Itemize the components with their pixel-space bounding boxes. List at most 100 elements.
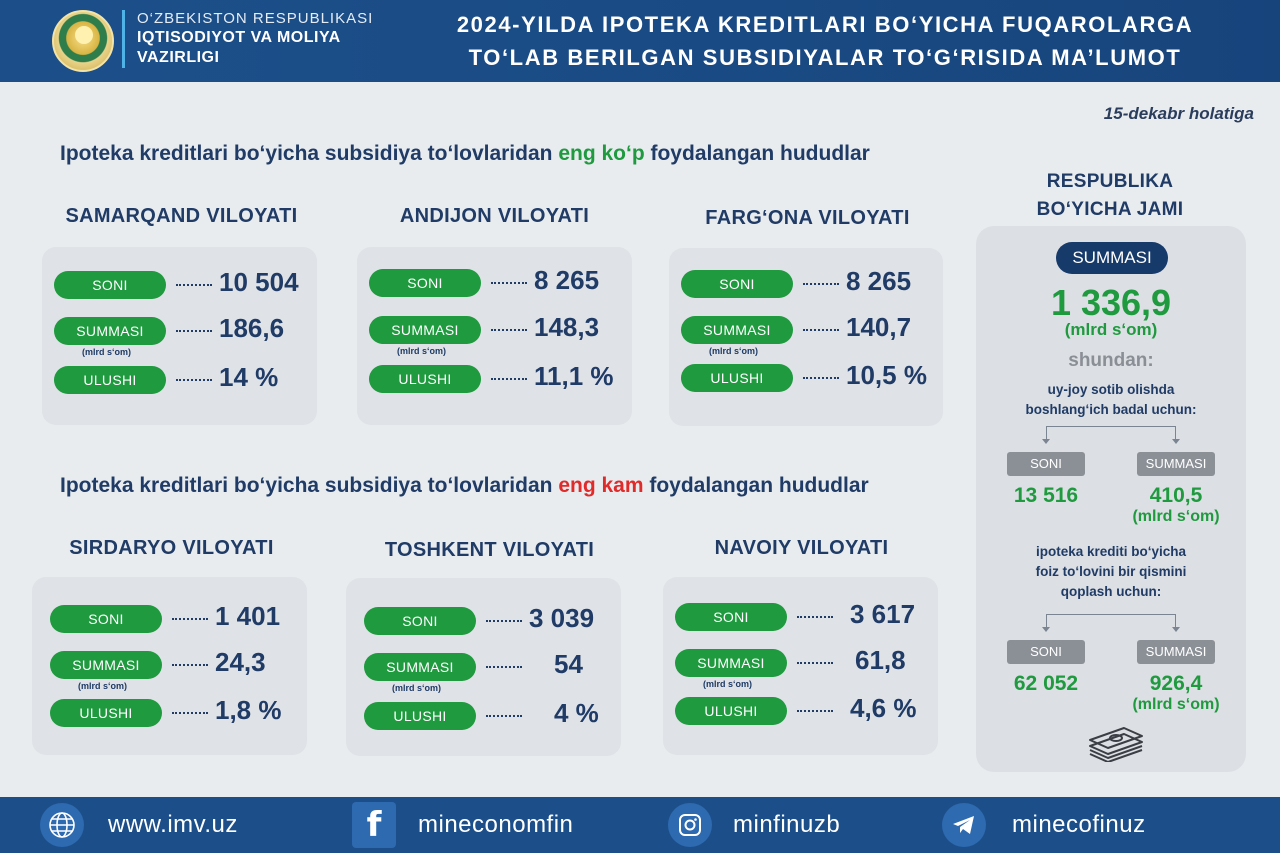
soni-value: 3 039 — [529, 603, 595, 633]
ulushi-value: 1,8 % — [215, 695, 282, 725]
summasi-value: 148,3 — [534, 312, 600, 342]
region-card-navoiy: SONI 3 617 SUMMASI (mlrd s‘om) 61,8 ULUS… — [663, 577, 938, 755]
summasi-unit: (mlrd s‘om) — [397, 346, 447, 356]
part2-desc-line-1: ipoteka krediti bo‘yicha — [1035, 544, 1187, 559]
soni-label: SONI — [50, 605, 162, 633]
part1-summasi-label: SUMMASI — [1137, 452, 1215, 476]
summasi-unit: (mlrd s‘om) — [709, 346, 759, 356]
stat-row-soni: SONI 8 265 — [369, 265, 624, 299]
region-title-fargona: FARG‘ONA VILOYATI — [705, 207, 910, 229]
section-heading-most: Ipoteka kreditlari bo‘yicha subsidiya to… — [60, 142, 960, 166]
part2-soni-label: SONI — [1007, 640, 1085, 664]
soni-label: SONI — [54, 271, 166, 299]
stat-row-summasi: SUMMASI (mlrd s‘om) 54 — [364, 649, 619, 693]
facebook-icon: f — [352, 802, 396, 848]
ulushi-value: 14 % — [219, 362, 279, 392]
stat-row-summasi: SUMMASI (mlrd s‘om) 24,3 — [50, 647, 305, 691]
leader-dots — [172, 712, 208, 714]
telegram-icon — [942, 803, 986, 847]
page-title-line-2: TO‘LAB BERILGAN SUBSIDIYALAR TO‘G‘RISIDA… — [468, 45, 1182, 70]
leader-dots — [172, 664, 208, 666]
summasi-value: 24,3 — [215, 647, 266, 677]
region-title-toshkent: TOSHKENT VILOYATI — [384, 539, 595, 561]
part1-desc-line-1: uy-joy sotib olishda — [1047, 382, 1175, 397]
leader-dots — [486, 715, 522, 717]
republic-card: SUMMASI 1 336,9 (mlrd s‘om) shundan: uy-… — [976, 226, 1246, 772]
soni-label: SONI — [369, 269, 481, 297]
ulushi-label: ULUSHI — [50, 699, 162, 727]
part2-description: ipoteka krediti bo‘yicha foiz to‘lovini … — [976, 542, 1246, 602]
footer: www.imv.uz f mineconomfin minfinuzb mine… — [0, 797, 1280, 853]
instagram-icon — [668, 803, 712, 847]
summasi-label: SUMMASI — [369, 316, 481, 344]
summasi-value: 186,6 — [219, 313, 285, 343]
part1-description: uy-joy sotib olishda boshlang‘ich badal … — [976, 380, 1246, 420]
ulushi-label: ULUSHI — [364, 702, 476, 730]
part2-summasi-value: 926,4 — [1149, 672, 1203, 695]
stat-row-soni: SONI 1 401 — [50, 601, 305, 635]
summasi-value: 54 — [554, 649, 583, 679]
republic-title-line-1: RESPUBLIKA — [1046, 171, 1174, 192]
ulushi-value: 4,6 % — [850, 693, 917, 723]
state-emblem-icon — [52, 10, 114, 72]
part1-soni-label: SONI — [1007, 452, 1085, 476]
instagram-link[interactable]: minfinuzb — [733, 811, 841, 838]
summasi-value: 61,8 — [855, 645, 906, 675]
section-heading-most-prefix: Ipoteka kreditlari bo‘yicha subsidiya to… — [60, 142, 559, 165]
stat-row-soni: SONI 10 504 — [54, 267, 309, 301]
region-title-andijon: ANDIJON VILOYATI — [399, 205, 590, 227]
region-title-navoiy: NAVOIY VILOYATI — [714, 537, 889, 559]
leader-dots — [486, 666, 522, 668]
stat-row-ulushi: ULUSHI 1,8 % — [50, 695, 305, 729]
republic-shundan: shundan: — [1068, 350, 1154, 371]
telegram-link[interactable]: minecofinuz — [1012, 811, 1146, 838]
summasi-unit: (mlrd s‘om) — [82, 347, 132, 357]
facebook-link[interactable]: mineconomfin — [418, 811, 574, 838]
money-stack-icon — [1089, 727, 1143, 762]
page-title: 2024-YILDA IPOTEKA KREDITLARI BO‘YICHA F… — [400, 8, 1250, 74]
leader-dots — [172, 618, 208, 620]
ministry-line-1: O‘ZBEKISTON RESPUBLIKASI — [137, 10, 374, 27]
report-date: 15-dekabr holatiga — [1103, 104, 1254, 123]
leader-dots — [797, 662, 833, 664]
part2-summasi-unit: (mlrd s‘om) — [1132, 696, 1220, 713]
region-title-samarqand: SAMARQAND VILOYATI — [65, 205, 298, 227]
leader-dots — [176, 330, 212, 332]
soni-label: SONI — [675, 603, 787, 631]
ministry-line-2: IQTISODIYOT VA MOLIYA — [137, 29, 341, 46]
summasi-label: SUMMASI — [681, 316, 793, 344]
republic-summasi-label: SUMMASI — [1056, 242, 1168, 274]
stat-row-soni: SONI 3 617 — [675, 599, 930, 633]
leader-dots — [491, 282, 527, 284]
ulushi-value: 11,1 % — [534, 361, 614, 391]
leader-dots — [491, 329, 527, 331]
leader-dots — [797, 616, 833, 618]
summasi-unit: (mlrd s‘om) — [703, 679, 753, 689]
region-title-sirdaryo: SIRDARYO VILOYATI — [69, 537, 274, 559]
part1-soni-value: 13 516 — [1013, 484, 1079, 507]
stat-row-ulushi: ULUSHI 14 % — [54, 362, 309, 396]
republic-title-line-2: BO‘YICHA JAMI — [1036, 199, 1184, 220]
republic-title: RESPUBLIKA BO‘YICHA JAMI — [990, 168, 1230, 224]
soni-value: 1 401 — [215, 601, 281, 631]
soni-value: 8 265 — [534, 265, 600, 295]
ulushi-label: ULUSHI — [675, 697, 787, 725]
section-heading-most-suffix: foydalangan hududlar — [644, 142, 870, 165]
leader-dots — [803, 377, 839, 379]
leader-dots — [176, 284, 212, 286]
region-card-toshkent: SONI 3 039 SUMMASI (mlrd s‘om) 54 ULUSHI… — [346, 578, 621, 756]
summasi-value: 140,7 — [846, 312, 912, 342]
ulushi-value: 10,5 % — [846, 360, 927, 390]
stat-row-ulushi: ULUSHI 4 % — [364, 698, 619, 732]
page-title-line-1: 2024-YILDA IPOTEKA KREDITLARI BO‘YICHA F… — [456, 12, 1194, 37]
leader-dots — [803, 329, 839, 331]
part2-desc-line-2: foiz to‘lovini bir qismini — [1035, 564, 1187, 579]
section-heading-least-suffix: foydalangan hududlar — [643, 474, 869, 497]
stat-row-summasi: SUMMASI (mlrd s‘om) 186,6 — [54, 313, 309, 357]
republic-total-value: 1 336,9 — [1050, 282, 1172, 323]
globe-icon — [40, 803, 84, 847]
ulushi-label: ULUSHI — [54, 366, 166, 394]
summasi-unit: (mlrd s‘om) — [392, 683, 442, 693]
ulushi-label: ULUSHI — [681, 364, 793, 392]
website-link[interactable]: www.imv.uz — [108, 811, 238, 838]
